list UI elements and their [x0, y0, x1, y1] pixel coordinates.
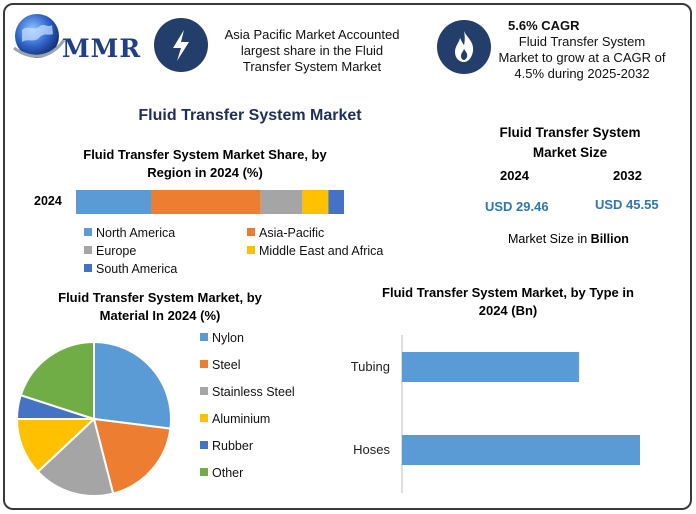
region-segment-europe	[260, 190, 303, 214]
region-chart-title: Fluid Transfer System Market Share, by R…	[83, 147, 327, 180]
legend-europe: Europe	[84, 244, 136, 258]
legend-aluminium: Aluminium	[200, 412, 270, 426]
legend-asia-pacific: Asia-Pacific	[247, 226, 324, 240]
type-bar-tubing	[402, 352, 580, 382]
legend-south-america: South America	[84, 262, 177, 276]
globe-icon	[13, 14, 66, 58]
material-chart-title: Fluid Transfer System Market, by Materia…	[58, 290, 262, 323]
market-size-value-2024: USD 29.46	[485, 199, 549, 214]
region-year-label: 2024	[34, 194, 62, 208]
legend-rubber: Rubber	[200, 439, 253, 453]
legend-nylon: Nylon	[200, 331, 244, 345]
highlight-asia-pacific: Asia Pacific Market Accounted largest sh…	[224, 27, 400, 74]
market-size-value-2032: USD 45.55	[595, 197, 659, 212]
pie-slice-nylon	[93, 340, 172, 430]
material-pie-chart	[15, 340, 172, 497]
region-segment-north-america	[76, 190, 152, 214]
market-size-year-2032: 2032	[613, 168, 642, 183]
pie-slice-other	[19, 340, 95, 421]
market-size-year-2024: 2024	[500, 168, 529, 183]
mmr-logo: MMR	[10, 10, 140, 66]
pie-slice-steel	[92, 417, 172, 495]
legend-north-america: North America	[84, 226, 175, 240]
page-title: Fluid Transfer System Market	[138, 107, 362, 124]
region-segment-south-america	[328, 190, 344, 214]
region-stacked-bar	[76, 190, 344, 214]
market-size-title: Fluid Transfer System Market Size	[499, 125, 641, 160]
region-segment-asia-pacific	[151, 190, 261, 214]
logo-text: MMR	[62, 34, 142, 63]
legend-middle-east-africa: Middle East and Africa	[247, 244, 383, 258]
type-bar-chart: Tubing Hoses	[351, 335, 640, 493]
type-label-tubing: Tubing	[351, 359, 390, 374]
type-label-hoses: Hoses	[353, 442, 390, 457]
region-segment-middle-east-and-africa	[302, 190, 329, 214]
legend-stainless-steel: Stainless Steel	[200, 385, 295, 399]
flame-icon	[437, 20, 491, 74]
legend-other: Other	[200, 466, 243, 480]
type-bar-hoses	[402, 435, 640, 465]
market-size-note: Market Size in Billion	[508, 232, 629, 246]
highlight-cagr: 5.6% CAGR Fluid Transfer System Market t…	[490, 18, 674, 82]
type-chart-title: Fluid Transfer System Market, by Type in…	[382, 285, 634, 318]
legend-steel: Steel	[200, 358, 241, 372]
pie-slice-stainless-steel	[36, 417, 115, 497]
cagr-title: 5.6% CAGR	[508, 18, 580, 33]
lightning-icon	[154, 18, 208, 72]
